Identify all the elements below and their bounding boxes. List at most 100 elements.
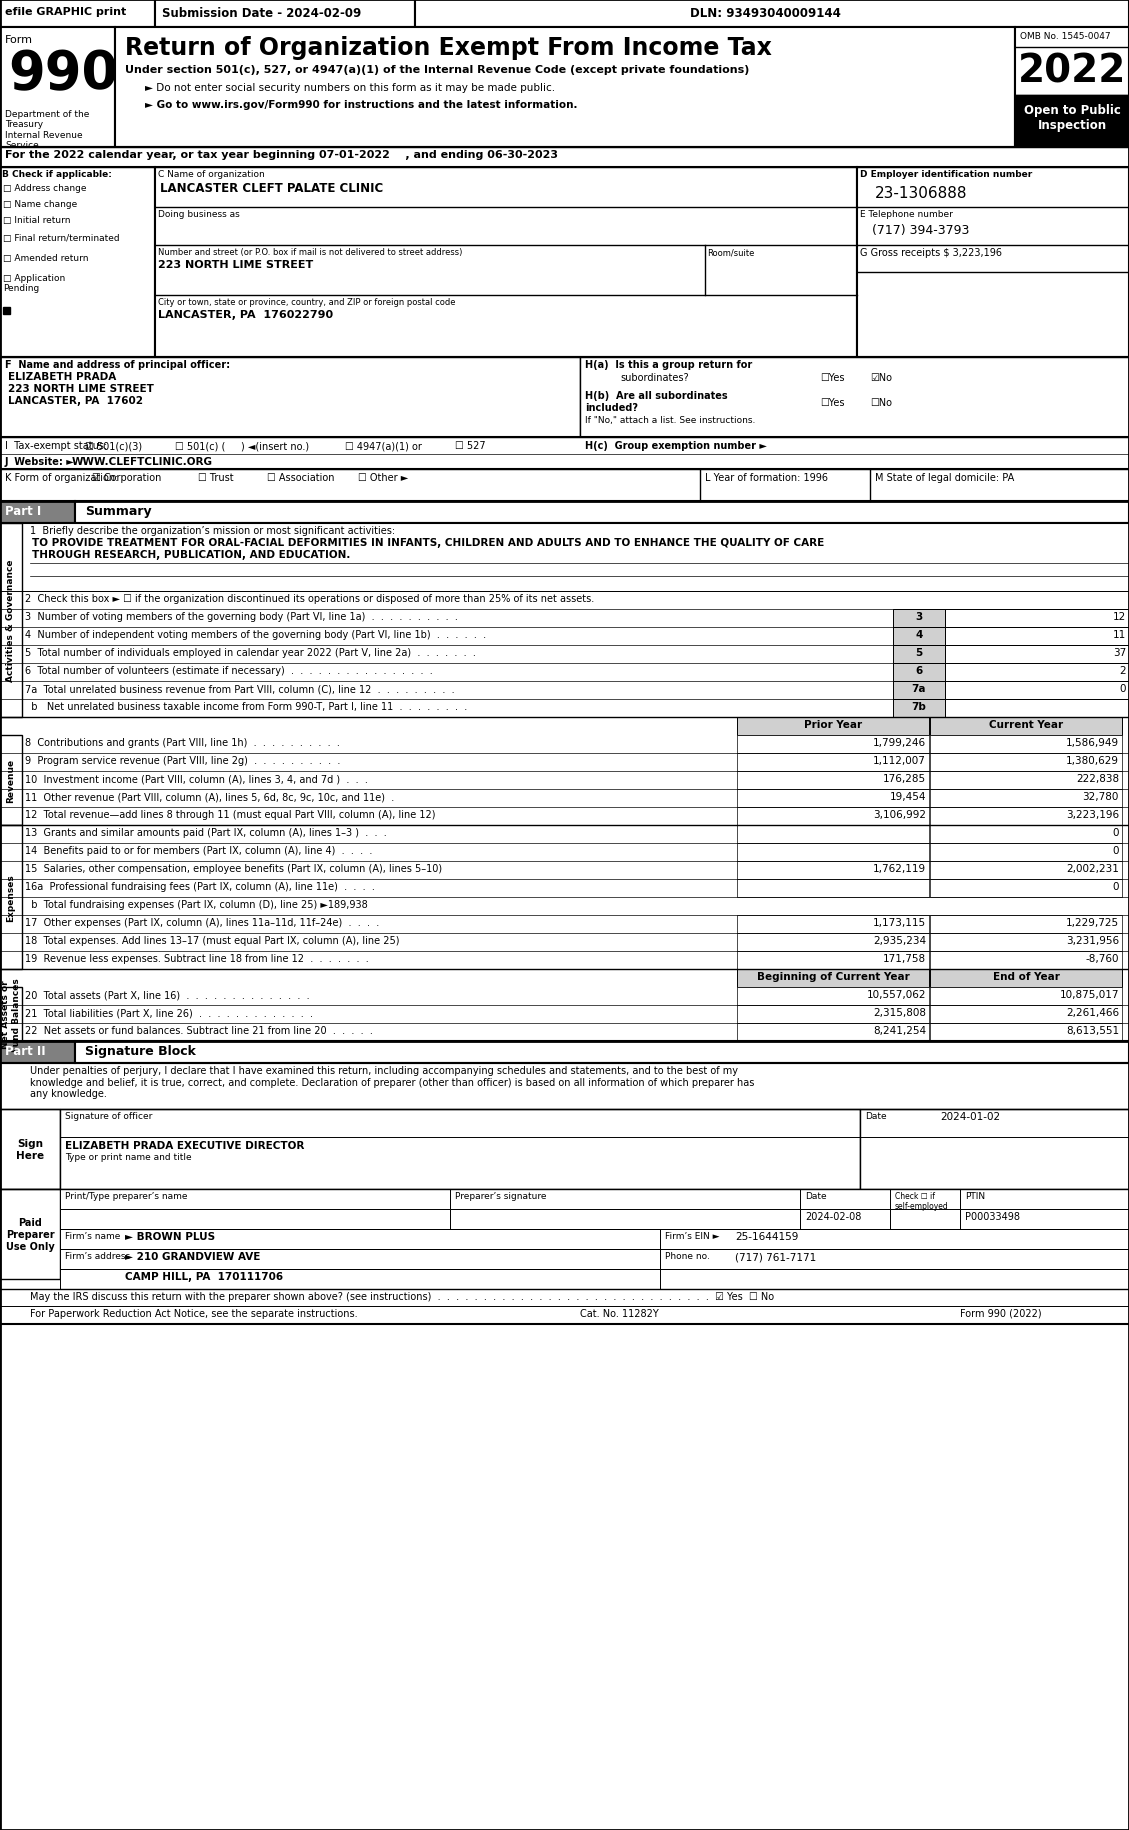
Bar bbox=[945, 681, 1129, 699]
Text: ☐ 527: ☐ 527 bbox=[455, 441, 485, 450]
Bar bbox=[930, 915, 1122, 933]
Text: OMB No. 1545-0047: OMB No. 1545-0047 bbox=[1019, 31, 1111, 40]
Text: For Paperwork Reduction Act Notice, see the separate instructions.: For Paperwork Reduction Act Notice, see … bbox=[30, 1308, 358, 1318]
Bar bbox=[930, 789, 1122, 807]
Text: 2,315,808: 2,315,808 bbox=[873, 1008, 926, 1017]
Bar bbox=[737, 988, 929, 1005]
Text: 37: 37 bbox=[1113, 648, 1126, 657]
Text: 20  Total assets (Part X, line 16)  .  .  .  .  .  .  .  .  .  .  .  .  .  .: 20 Total assets (Part X, line 16) . . . … bbox=[25, 990, 309, 999]
Bar bbox=[930, 772, 1122, 789]
Text: 12  Total revenue—add lines 8 through 11 (must equal Part VIII, column (A), line: 12 Total revenue—add lines 8 through 11 … bbox=[25, 809, 436, 820]
Text: 2,261,466: 2,261,466 bbox=[1066, 1008, 1119, 1017]
Bar bbox=[450, 1210, 800, 1230]
Bar bbox=[737, 880, 929, 897]
Text: 1,586,949: 1,586,949 bbox=[1066, 737, 1119, 748]
Bar bbox=[893, 681, 945, 699]
Text: efile GRAPHIC print: efile GRAPHIC print bbox=[5, 7, 126, 16]
Text: LANCASTER CLEFT PALATE CLINIC: LANCASTER CLEFT PALATE CLINIC bbox=[160, 181, 383, 194]
Text: Preparer’s signature: Preparer’s signature bbox=[455, 1191, 546, 1200]
Text: 1,229,725: 1,229,725 bbox=[1066, 917, 1119, 928]
Text: Date: Date bbox=[865, 1111, 886, 1120]
Text: 3  Number of voting members of the governing body (Part VI, line 1a)  .  .  .  .: 3 Number of voting members of the govern… bbox=[25, 611, 458, 622]
Bar bbox=[60, 1210, 450, 1230]
Text: 176,285: 176,285 bbox=[883, 774, 926, 783]
Text: Under penalties of perjury, I declare that I have examined this return, includin: Under penalties of perjury, I declare th… bbox=[30, 1065, 754, 1098]
Bar bbox=[155, 0, 415, 27]
Bar bbox=[3, 307, 10, 315]
Bar bbox=[737, 754, 929, 772]
Text: Signature Block: Signature Block bbox=[85, 1045, 195, 1058]
Text: 990: 990 bbox=[8, 48, 119, 101]
Text: -8,760: -8,760 bbox=[1085, 953, 1119, 963]
Text: ☐ Association: ☐ Association bbox=[266, 472, 334, 483]
Text: Current Year: Current Year bbox=[989, 719, 1064, 730]
Bar bbox=[60, 1109, 860, 1190]
Text: Doing business as: Doing business as bbox=[158, 210, 239, 220]
Bar bbox=[890, 1190, 960, 1210]
Bar bbox=[660, 1230, 1129, 1250]
Text: 10,557,062: 10,557,062 bbox=[866, 990, 926, 999]
Text: 10,875,017: 10,875,017 bbox=[1059, 990, 1119, 999]
Text: Open to Public
Inspection: Open to Public Inspection bbox=[1024, 104, 1120, 132]
Bar bbox=[893, 609, 945, 628]
Text: Return of Organization Exempt From Income Tax: Return of Organization Exempt From Incom… bbox=[125, 37, 772, 60]
Bar bbox=[890, 1210, 960, 1230]
Bar bbox=[737, 1005, 929, 1023]
Text: Form: Form bbox=[5, 35, 33, 46]
Text: 1,799,246: 1,799,246 bbox=[873, 737, 926, 748]
Bar bbox=[960, 1190, 1129, 1210]
Bar bbox=[930, 862, 1122, 880]
Bar bbox=[0, 470, 1129, 501]
Text: ☑No: ☑No bbox=[870, 373, 892, 382]
Text: 19,454: 19,454 bbox=[890, 792, 926, 802]
Bar bbox=[930, 1005, 1122, 1023]
Text: 9  Program service revenue (Part VIII, line 2g)  .  .  .  .  .  .  .  .  .  .: 9 Program service revenue (Part VIII, li… bbox=[25, 756, 340, 765]
Bar bbox=[660, 1250, 1129, 1270]
Bar bbox=[0, 1190, 60, 1279]
Text: 8,613,551: 8,613,551 bbox=[1066, 1025, 1119, 1036]
Bar bbox=[737, 862, 929, 880]
Text: 11: 11 bbox=[1113, 630, 1126, 640]
Text: (717) 394-3793: (717) 394-3793 bbox=[872, 223, 970, 236]
Bar bbox=[930, 970, 1122, 988]
Text: 2024-02-08: 2024-02-08 bbox=[805, 1211, 861, 1221]
Bar bbox=[737, 952, 929, 970]
Text: ☑ Corporation: ☑ Corporation bbox=[91, 472, 161, 483]
Text: 25-1644159: 25-1644159 bbox=[735, 1232, 798, 1241]
Text: 3,223,196: 3,223,196 bbox=[1066, 809, 1119, 820]
Bar bbox=[1015, 95, 1129, 148]
Bar bbox=[800, 1210, 890, 1230]
Text: 18  Total expenses. Add lines 13–17 (must equal Part IX, column (A), line 25): 18 Total expenses. Add lines 13–17 (must… bbox=[25, 935, 400, 946]
Text: Type or print name and title: Type or print name and title bbox=[65, 1153, 192, 1162]
Text: 21  Total liabilities (Part X, line 26)  .  .  .  .  .  .  .  .  .  .  .  .  .: 21 Total liabilities (Part X, line 26) .… bbox=[25, 1008, 313, 1017]
Text: Number and street (or P.O. box if mail is not delivered to street address): Number and street (or P.O. box if mail i… bbox=[158, 247, 463, 256]
Text: Cat. No. 11282Y: Cat. No. 11282Y bbox=[580, 1308, 658, 1318]
Bar bbox=[75, 1041, 1129, 1063]
Text: May the IRS discuss this return with the preparer shown above? (see instructions: May the IRS discuss this return with the… bbox=[30, 1292, 774, 1301]
Bar bbox=[75, 501, 1129, 523]
Bar bbox=[930, 988, 1122, 1005]
Bar bbox=[930, 1023, 1122, 1041]
Text: P00033498: P00033498 bbox=[965, 1211, 1019, 1221]
Bar bbox=[0, 1041, 75, 1063]
Bar bbox=[60, 1190, 450, 1210]
Text: 32,780: 32,780 bbox=[1083, 792, 1119, 802]
Text: Prior Year: Prior Year bbox=[804, 719, 863, 730]
Bar bbox=[737, 717, 929, 736]
Text: ► 210 GRANDVIEW AVE: ► 210 GRANDVIEW AVE bbox=[125, 1252, 261, 1261]
Bar bbox=[860, 1109, 1129, 1190]
Text: □ Name change: □ Name change bbox=[3, 199, 77, 209]
Bar bbox=[0, 988, 21, 1041]
Text: 0: 0 bbox=[1112, 845, 1119, 856]
Text: Room/suite: Room/suite bbox=[707, 247, 754, 256]
Text: 19  Revenue less expenses. Subtract line 18 from line 12  .  .  .  .  .  .  .: 19 Revenue less expenses. Subtract line … bbox=[25, 953, 369, 963]
Bar bbox=[21, 523, 1129, 591]
Bar bbox=[155, 168, 857, 359]
Bar bbox=[415, 0, 1129, 27]
Text: H(b)  Are all subordinates
included?: H(b) Are all subordinates included? bbox=[585, 392, 727, 412]
Bar bbox=[930, 736, 1122, 754]
Bar bbox=[930, 880, 1122, 897]
Text: 2  Check this box ► ☐ if the organization discontinued its operations or dispose: 2 Check this box ► ☐ if the organization… bbox=[25, 593, 594, 604]
Text: Firm’s address: Firm’s address bbox=[65, 1252, 130, 1261]
Text: If "No," attach a list. See instructions.: If "No," attach a list. See instructions… bbox=[585, 415, 755, 425]
